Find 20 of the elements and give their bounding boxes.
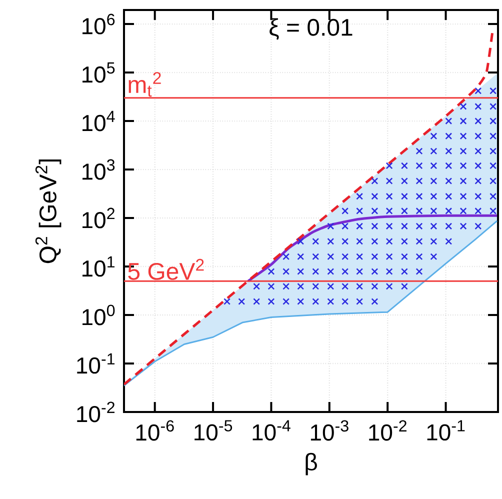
chart-title: ξ = 0.01 xyxy=(270,18,352,40)
x-tick-label: 10$^{-3}$ xyxy=(310,420,348,441)
y-tick-label: 10$^{2}$ xyxy=(82,208,114,228)
x-tick-label: 10$^{-1}$ xyxy=(427,420,465,441)
y-tick-label: 10$^{-2}$ xyxy=(77,402,114,422)
y-tick-label: 10$^{1}$ xyxy=(82,256,115,277)
ref-line-label: m$_{t}$2 xyxy=(128,72,161,97)
y-tick-label: 10$^{0}$ xyxy=(82,304,115,326)
y-tick-label: 10$^{4}$ xyxy=(82,110,115,132)
y-tick-label: 10$^{-1}$ xyxy=(77,353,115,374)
x-tick-label: 10$^{-5}$ xyxy=(194,420,232,441)
ref-line-label: 5 GeV$^{2}$ xyxy=(128,258,204,280)
x-tick-label: 10$^{-2}$ xyxy=(369,420,406,441)
y-tick-label: 10$^{5}$ xyxy=(82,62,115,83)
x-tick-label: 10$^{-4}$ xyxy=(252,420,290,441)
y-axis-title: Q$^{2}$ [GeV$^{2}$] xyxy=(35,160,62,264)
x-axis-title: β xyxy=(306,452,317,476)
x-tick-label: 10$^{-6}$ xyxy=(136,420,174,441)
y-tick-label: 10$^{3}$ xyxy=(82,159,115,180)
y-tick-label: 10$^{6}$ xyxy=(82,14,115,34)
